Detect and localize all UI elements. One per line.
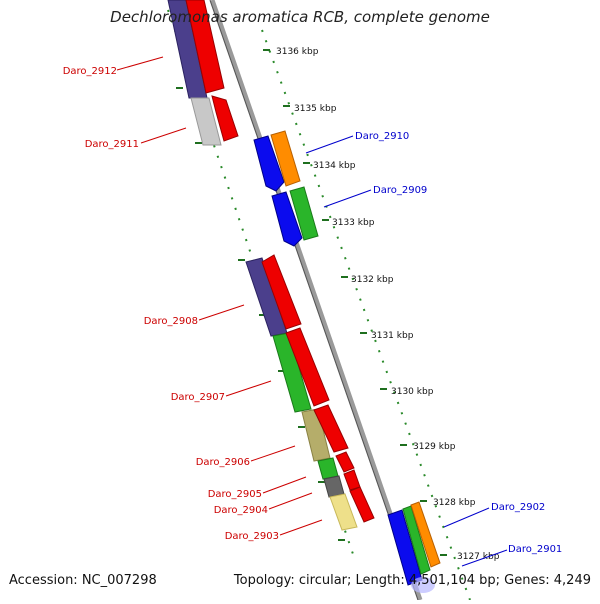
gene-labels-left: Daro_2912 Daro_2911 Daro_2908 Daro_2907 …	[63, 66, 279, 542]
leader-lines	[116, 56, 508, 567]
inner-tick-marks	[176, 87, 345, 541]
gene-block-2907-inner	[272, 332, 312, 413]
gene-block-2909-blue	[271, 191, 303, 247]
gene-label-daro-2904: Daro_2904	[214, 505, 268, 516]
kbp-label-3134: 3134 kbp	[313, 161, 356, 171]
gene-label-daro-2908: Daro_2908	[144, 316, 198, 327]
gene-block-2903-red	[349, 486, 375, 523]
gene-label-daro-2911: Daro_2911	[85, 139, 139, 150]
kbp-label-3127: 3127 kbp	[457, 552, 500, 562]
gene-block-2904-red	[343, 469, 361, 491]
kbp-tick-marks	[263, 49, 447, 556]
kbp-label-3133: 3133 kbp	[332, 218, 375, 228]
gene-labels-right: Daro_2910 Daro_2909 Daro_2902 Daro_2901	[355, 131, 562, 555]
gene-highlight-2901	[411, 577, 435, 593]
gene-block-2903-inner	[329, 493, 358, 531]
gene-label-daro-2906: Daro_2906	[196, 457, 250, 468]
gene-block-2905-inner	[317, 457, 339, 480]
kbp-label-3131: 3131 kbp	[371, 331, 414, 341]
gene-blocks-red	[185, 0, 375, 523]
kbp-labels: 3136 kbp 3135 kbp 3134 kbp 3133 kbp 3132…	[276, 47, 500, 562]
gene-label-daro-2902: Daro_2902	[491, 502, 545, 513]
gene-label-daro-2905: Daro_2905	[208, 489, 262, 500]
gene-label-daro-2907: Daro_2907	[171, 392, 225, 403]
genome-backbone-edge	[209, 0, 419, 601]
gene-block-2911-red	[211, 95, 239, 142]
gene-block-2910-orange	[270, 130, 301, 187]
gene-block-2905-red	[335, 451, 355, 473]
gene-block-2901-orange	[410, 501, 441, 568]
accession-text: Accession: NC_007298	[9, 573, 157, 588]
genome-summary-text: Topology: circular; Length: 4,501,104 bp…	[233, 573, 591, 588]
gene-block-2902-green	[402, 505, 431, 575]
gene-block-2907-red	[285, 327, 330, 407]
kbp-label-3132: 3132 kbp	[351, 275, 394, 285]
kbp-label-3128: 3128 kbp	[433, 498, 476, 508]
gene-blocks-outer	[253, 130, 441, 593]
genome-backbone	[209, 0, 423, 601]
gene-block-2906-inner	[301, 408, 331, 462]
gene-block-2909-green	[289, 186, 319, 241]
gene-label-daro-2903: Daro_2903	[225, 531, 279, 542]
kbp-label-3135: 3135 kbp	[294, 104, 337, 114]
kbp-label-3136: 3136 kbp	[276, 47, 319, 57]
gene-block-2908-red	[261, 254, 302, 330]
gene-blocks-inner	[167, 0, 358, 531]
gene-block-2911-inner	[190, 97, 222, 146]
gene-block-2904-inner	[323, 475, 345, 498]
gene-block-2906-red	[313, 404, 349, 453]
gene-label-daro-2910: Daro_2910	[355, 131, 409, 142]
gene-label-daro-2901: Daro_2901	[508, 544, 562, 555]
map-title: Dechloromonas aromatica RCB, complete ge…	[110, 8, 490, 26]
gene-block-2910-blue	[253, 135, 285, 192]
gene-block-2912-red	[185, 0, 225, 94]
kbp-label-3129: 3129 kbp	[413, 442, 456, 452]
gene-label-daro-2912: Daro_2912	[63, 66, 117, 77]
gene-label-daro-2909: Daro_2909	[373, 185, 427, 196]
kbp-label-3130: 3130 kbp	[391, 387, 434, 397]
